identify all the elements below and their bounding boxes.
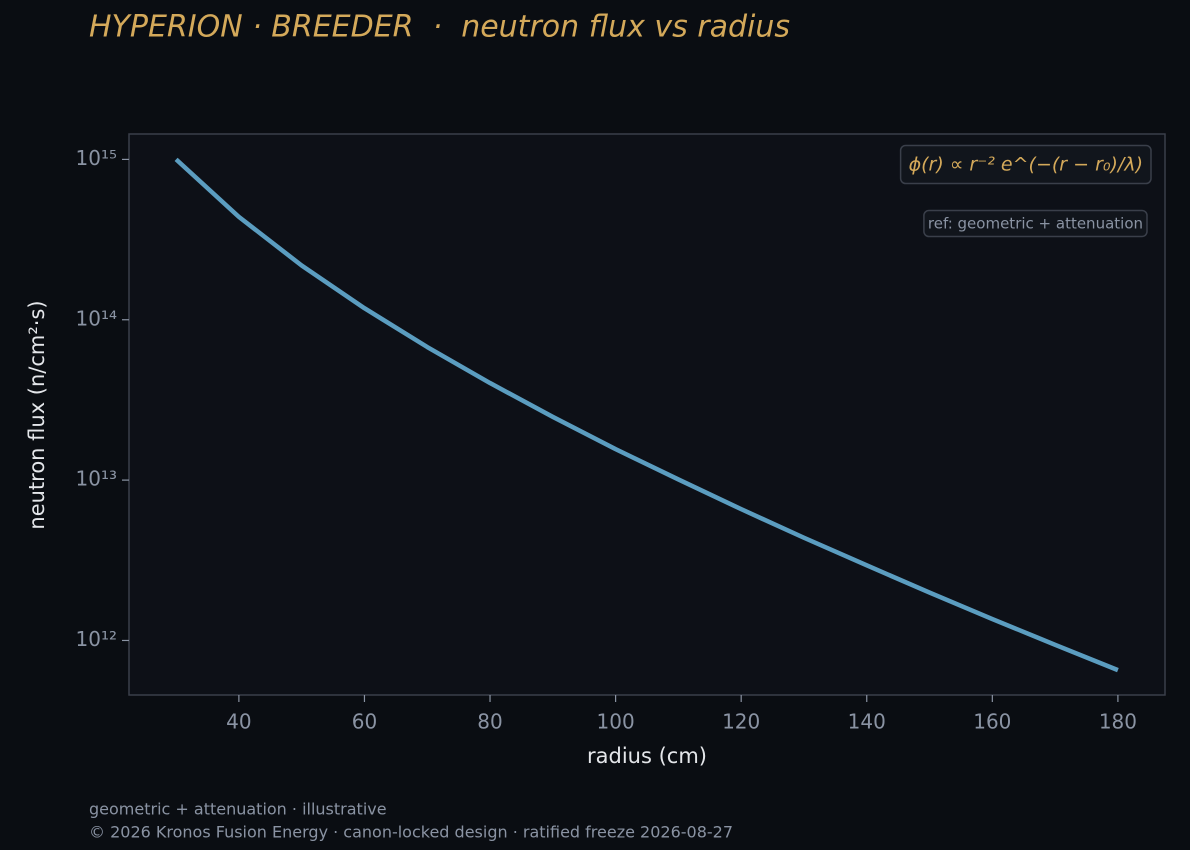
- y-tick-label: 10¹⁵: [76, 146, 117, 170]
- flux-line: [174, 157, 1119, 673]
- reference-label: ref: geometric + attenuation: [928, 215, 1143, 233]
- x-axis-label: radius (cm): [587, 744, 707, 768]
- x-tick-label: 100: [597, 710, 635, 734]
- x-tick-label: 60: [352, 710, 377, 734]
- chart-title: HYPERION · BREEDER · neutron flux vs rad…: [89, 10, 790, 45]
- formula-box: [899, 144, 1152, 185]
- y-axis-label: neutron flux (n/cm²·s): [25, 300, 49, 529]
- y-tick-label: 10¹³: [76, 467, 117, 491]
- y-tick-label: 10¹⁴: [76, 306, 117, 330]
- x-tick-label: 80: [477, 710, 502, 734]
- x-tick-label: 40: [226, 710, 251, 734]
- formula-label: ϕ(r) ∝ r⁻² e^(−(r − r₀)/λ): [909, 154, 1143, 176]
- x-tick-label: 120: [722, 710, 760, 734]
- footer-note: geometric + attenuation · illustrative: [89, 800, 387, 819]
- reference-box: [923, 209, 1148, 238]
- x-tick-label: 180: [1099, 710, 1137, 734]
- footer-copyright: © 2026 Kronos Fusion Energy · canon-lock…: [89, 823, 733, 842]
- x-tick-label: 140: [848, 710, 886, 734]
- y-tick-label: 10¹²: [76, 627, 117, 651]
- x-tick-label: 160: [973, 710, 1011, 734]
